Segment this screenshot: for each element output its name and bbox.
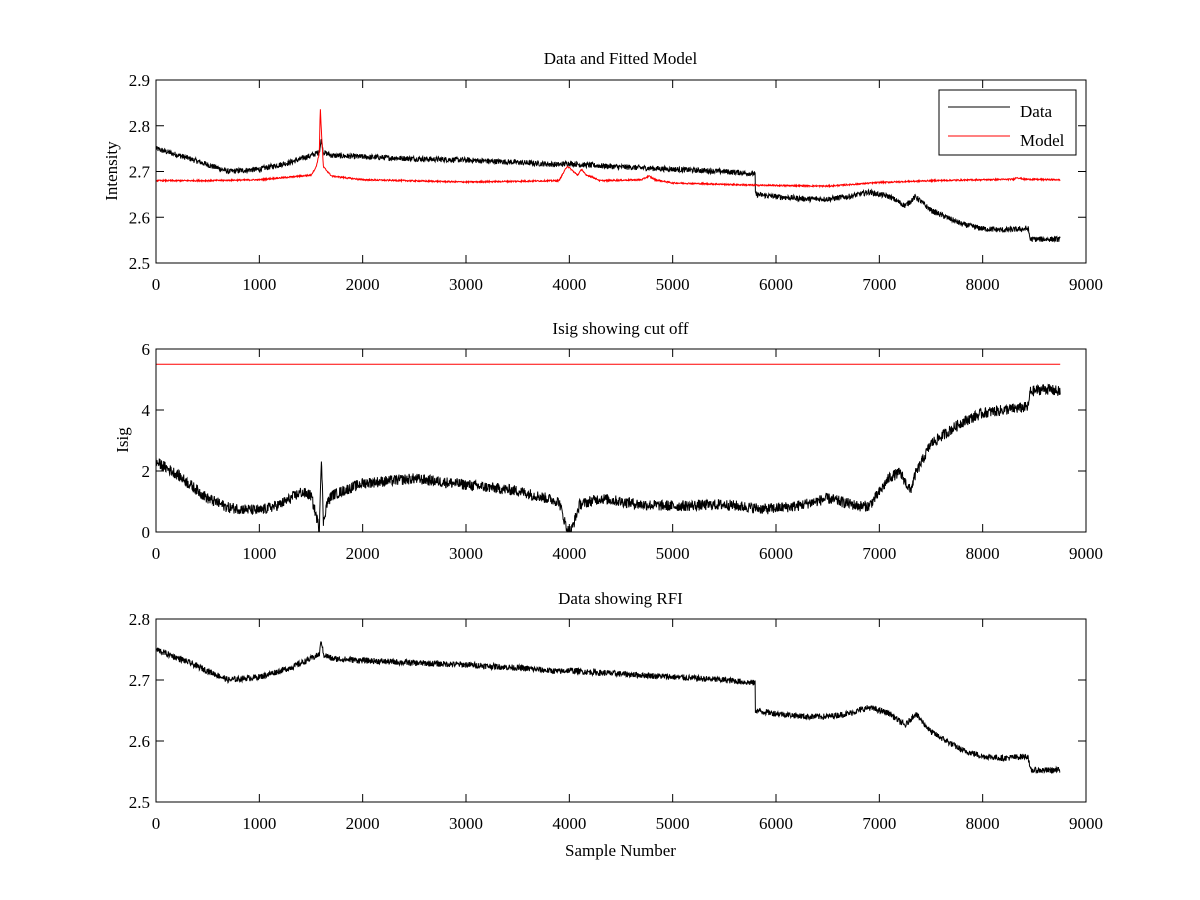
x-tick-label: 6000	[759, 544, 793, 563]
series-0-series-line	[156, 383, 1061, 532]
x-tick-label: 7000	[862, 275, 896, 294]
y-tick-label: 2.5	[129, 254, 150, 273]
x-tick-label: 9000	[1069, 544, 1103, 563]
data-series-line	[156, 138, 1061, 243]
legend-label-data: Data	[1020, 102, 1053, 121]
x-tick-label: 0	[152, 275, 161, 294]
plot-frame	[155, 348, 1087, 533]
x-tick-label: 8000	[966, 544, 1000, 563]
plot-frame	[155, 79, 1087, 264]
subplot-title: Data and Fitted Model	[544, 49, 698, 68]
x-tick-label: 5000	[656, 814, 690, 833]
x-tick-label: 8000	[966, 275, 1000, 294]
series-layer	[156, 640, 1061, 775]
x-axis-label: Sample Number	[565, 841, 676, 860]
y-tick-label: 2	[142, 462, 151, 481]
subplot-title: Isig showing cut off	[552, 319, 688, 338]
series-0-series-line	[156, 640, 1061, 775]
x-tick-label: 1000	[242, 544, 276, 563]
x-tick-label: 2000	[346, 814, 380, 833]
x-tick-label: 9000	[1069, 275, 1103, 294]
ticks-layer: 0 1000 2000 3000 4000 5000 6000 7000 8000 9000 2.5…	[129, 610, 1103, 833]
x-tick-label: 7000	[862, 814, 896, 833]
model-series-line	[156, 109, 1061, 189]
plot-frame	[155, 618, 1087, 803]
ticks-layer: 0 1000 2000 3000 4000 5000 6000 7000 8000 9000 2.5…	[129, 71, 1103, 294]
y-tick-label: 2.5	[129, 793, 150, 812]
y-tick-label: 2.8	[129, 610, 150, 629]
subplot-data-showing-rfi: Data showing RFI Sample Number 0 1000 2000…	[129, 589, 1103, 860]
x-tick-label: 0	[152, 814, 161, 833]
x-tick-label: 1000	[242, 814, 276, 833]
x-tick-label: 6000	[759, 275, 793, 294]
x-tick-label: 4000	[552, 275, 586, 294]
y-tick-label: 2.8	[129, 117, 150, 136]
x-tick-label: 3000	[449, 814, 483, 833]
x-tick-label: 6000	[759, 814, 793, 833]
x-tick-label: 3000	[449, 275, 483, 294]
y-tick-label: 6	[142, 340, 151, 359]
x-tick-label: 2000	[346, 544, 380, 563]
subplot-isig-showing-cut-off: Isig showing cut off Isig 0 1000 2000 3000 4…	[113, 319, 1103, 563]
x-tick-label: 5000	[656, 544, 690, 563]
x-tick-label: 9000	[1069, 814, 1103, 833]
y-tick-label: 2.6	[129, 732, 150, 751]
x-tick-label: 2000	[346, 275, 380, 294]
y-axis-label: Isig	[113, 427, 132, 453]
x-tick-label: 4000	[552, 544, 586, 563]
x-tick-label: 7000	[862, 544, 896, 563]
x-tick-label: 5000	[656, 275, 690, 294]
legend: Data Model	[938, 89, 1077, 156]
x-tick-label: 3000	[449, 544, 483, 563]
ticks-layer: 0 1000 2000 3000 4000 5000 6000 7000 8000 9000 0 2 4…	[142, 340, 1104, 563]
y-tick-label: 2.9	[129, 71, 150, 90]
subplot-data-and-fitted-model: Data and Fitted Model Intensity 0 1000 200…	[102, 49, 1103, 294]
y-tick-label: 0	[142, 523, 151, 542]
legend-box	[938, 89, 1077, 156]
y-tick-label: 2.7	[129, 671, 151, 690]
x-tick-label: 0	[152, 544, 161, 563]
x-tick-label: 4000	[552, 814, 586, 833]
y-tick-label: 4	[142, 401, 151, 420]
series-layer	[156, 109, 1061, 243]
y-tick-label: 2.7	[129, 163, 151, 182]
y-tick-label: 2.6	[129, 208, 150, 227]
x-tick-label: 8000	[966, 814, 1000, 833]
subplot-title: Data showing RFI	[558, 589, 683, 608]
y-axis-label: Intensity	[102, 141, 121, 201]
x-tick-label: 1000	[242, 275, 276, 294]
series-layer	[156, 363, 1061, 532]
legend-label-model: Model	[1020, 131, 1065, 150]
